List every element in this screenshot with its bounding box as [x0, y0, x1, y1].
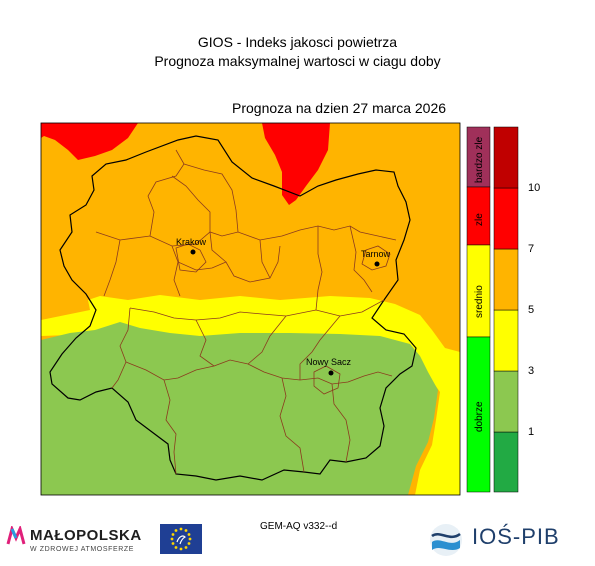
- color-scale: 1 3 5 7 10: [493, 126, 540, 493]
- scale-label-5: 5: [528, 304, 534, 316]
- map-frame: [40, 122, 461, 496]
- scale-step-5: [493, 126, 519, 189]
- city-dot-tarnow: [374, 261, 380, 267]
- malopolska-wordmark: MAŁOPOLSKA: [30, 527, 142, 544]
- ios-globe-icon: [430, 524, 462, 556]
- model-version: GEM-AQ v332--d: [260, 521, 338, 532]
- legend-cat-label-srednio: srednio: [474, 285, 485, 318]
- city-dot-nowy-sacz: [328, 370, 334, 376]
- district-borders: [95, 149, 397, 475]
- legend-cat-label-bardzo-zle: bardzo zle: [474, 136, 485, 183]
- city-label-nowy-sacz: Nowy Sacz: [306, 357, 352, 367]
- scale-step-4: [493, 187, 519, 250]
- scale-label-7: 7: [528, 243, 534, 255]
- malopolska-logo: MAŁOPOLSKA W ZDROWEJ ATMOSFERZE: [6, 524, 156, 558]
- legend-cat-dobrze: [466, 336, 491, 493]
- legend-cat-label-zle: zle: [474, 213, 485, 226]
- malopolska-tagline: W ZDROWEJ ATMOSFERZE: [30, 546, 135, 553]
- scale-step-2: [493, 309, 519, 372]
- scale-step-1: [493, 370, 519, 433]
- legend-cat-label-dobrze: dobrze: [474, 401, 485, 432]
- eu-flag-icon: [160, 524, 202, 554]
- forecast-map: Krakow Tarnow Nowy Sacz: [41, 123, 460, 495]
- city-label-tarnow: Tarnow: [361, 249, 391, 259]
- region-outline: [49, 135, 417, 481]
- city-dot-krakow: [190, 249, 196, 255]
- city-label-krakow: Krakow: [176, 237, 207, 247]
- scale-step-0: [493, 431, 519, 493]
- zone-dobre: [41, 322, 438, 495]
- scale-label-10: 10: [528, 182, 540, 194]
- scale-step-3: [493, 248, 519, 311]
- scale-label-3: 3: [528, 365, 534, 377]
- ios-pib-logo: IOŚ-PIB: [428, 520, 568, 560]
- zone-zle-northwest: [41, 123, 138, 160]
- malopolska-m-icon: [6, 526, 26, 545]
- map-title: GIOS - Indeks jakosci powietrza: [197, 34, 398, 50]
- map-subtitle: Prognoza maksymalnej wartosci w ciagu do…: [154, 53, 441, 69]
- forecast-date: Prognoza na dzien 27 marca 2026: [232, 100, 447, 116]
- scale-label-1: 1: [528, 426, 534, 438]
- category-legend: bardzo zle zle srednio dobrze: [466, 126, 491, 493]
- city-markers: Krakow Tarnow Nowy Sacz: [176, 237, 391, 376]
- ios-wordmark: IOŚ-PIB: [472, 524, 560, 549]
- zone-zle-north: [262, 123, 330, 205]
